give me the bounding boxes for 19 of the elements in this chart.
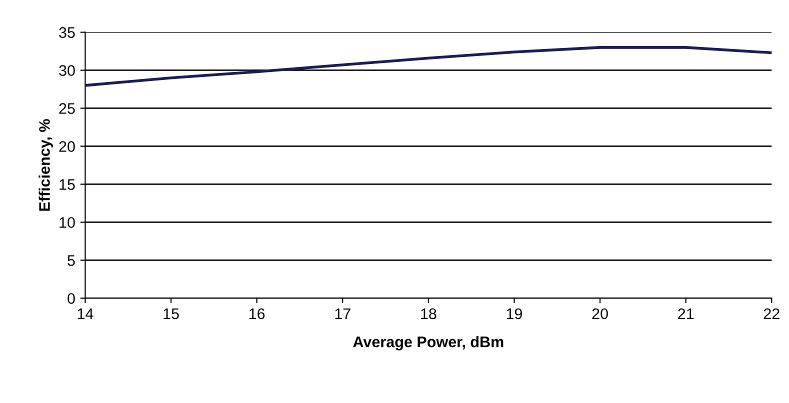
x-tick-label: 17 xyxy=(335,308,350,320)
x-tick-label: 19 xyxy=(506,308,522,320)
x-tick-label: 21 xyxy=(678,308,694,320)
x-tick-label: 16 xyxy=(249,308,265,320)
y-tick-label: 0 xyxy=(68,293,75,304)
y-tick-label: 35 xyxy=(59,27,75,38)
x-axis-title: Average Power, dBm xyxy=(353,336,504,350)
y-tick-label: 20 xyxy=(59,141,75,152)
x-tick-label: 14 xyxy=(78,308,94,320)
y-axis-title: Efficiency, % xyxy=(38,119,53,211)
y-tick-label: 10 xyxy=(60,217,75,228)
x-tick-label: 20 xyxy=(592,308,608,320)
y-tick-label: 25 xyxy=(59,103,75,114)
x-tick-label: 15 xyxy=(164,308,179,320)
x-tick-label: 22 xyxy=(764,308,780,320)
x-tick-label: 18 xyxy=(421,308,436,320)
y-tick-label: 5 xyxy=(68,255,75,266)
y-tick-label: 30 xyxy=(59,65,75,76)
y-tick-label: 15 xyxy=(60,179,75,190)
